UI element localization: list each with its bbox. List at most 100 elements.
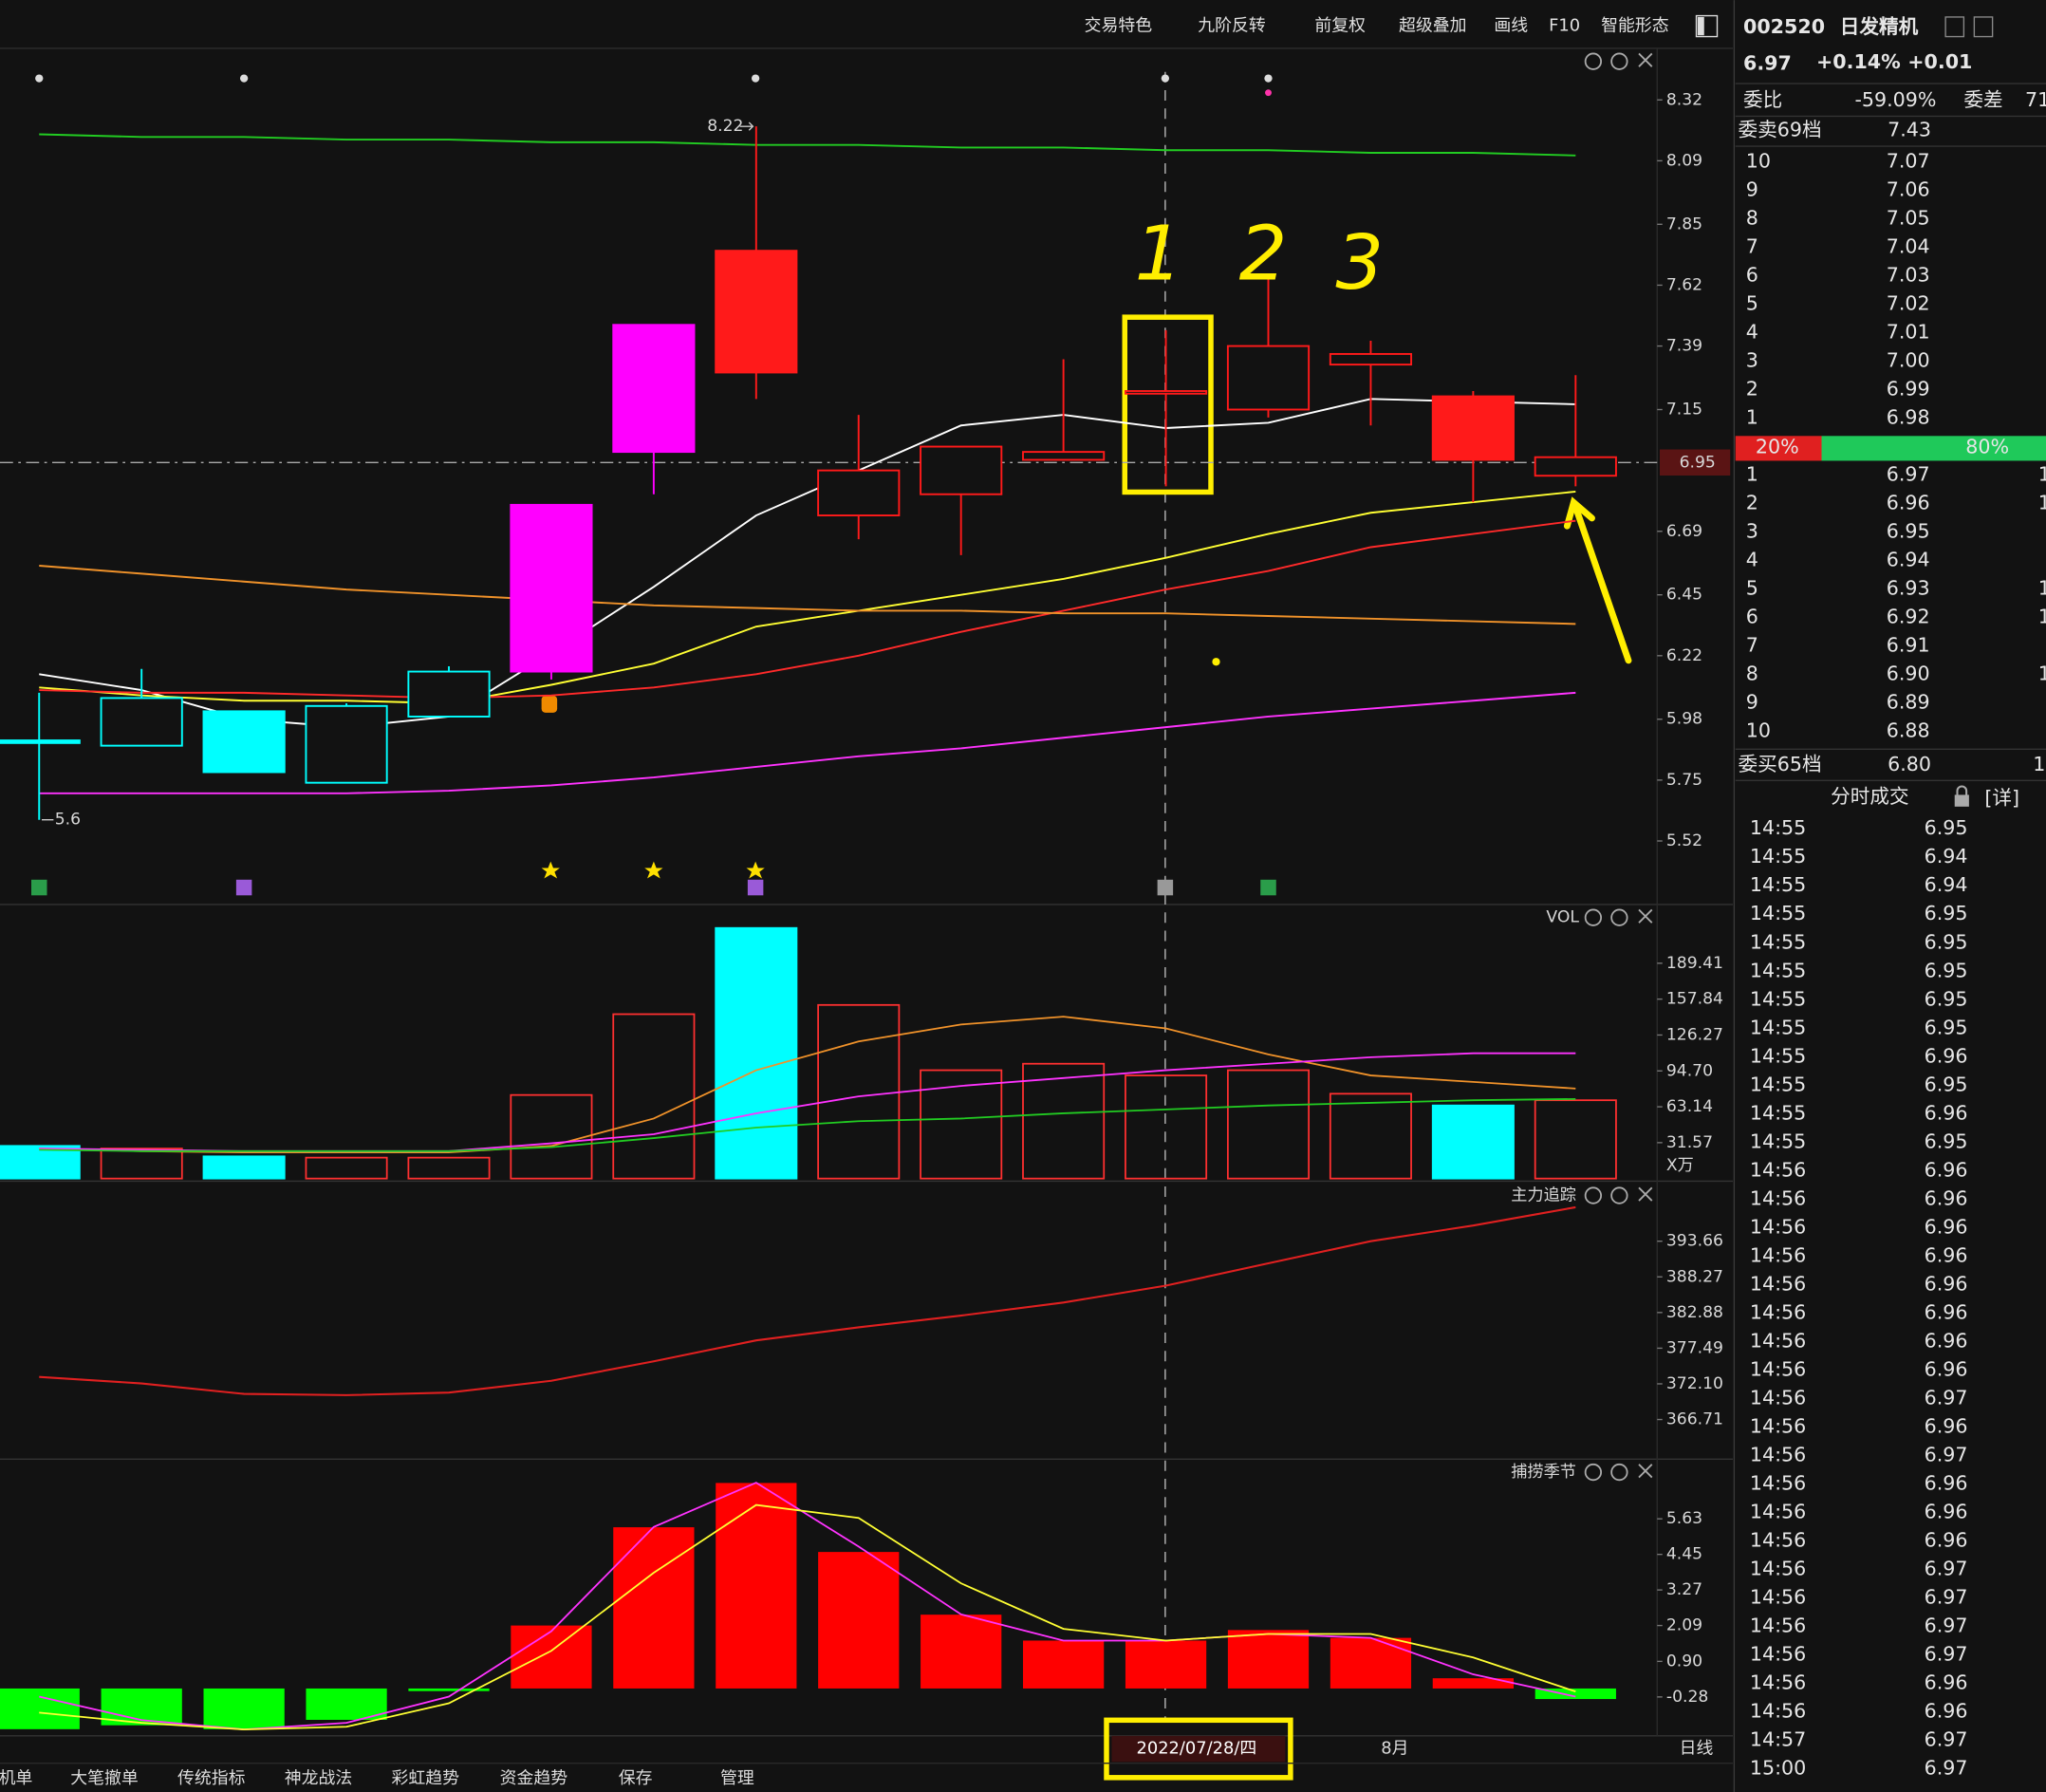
bid-price: 6.90 [1887,662,1930,684]
tab[interactable]: 保存 [619,1768,653,1788]
volume-bar [1226,1069,1311,1180]
panel-controls [1584,52,1653,1482]
volume-bar [510,1093,593,1180]
y-tick-label: 382.88 [1666,1303,1723,1322]
tab[interactable]: 大笔撤单 [70,1768,138,1788]
ask-price: 7.02 [1887,291,1930,314]
bid-volume: 1 [2038,463,2046,486]
hand-annotation: 2 [1239,209,1288,297]
trade-time: 14:55 [1750,930,1806,953]
tab[interactable]: 传统指标 [177,1768,246,1788]
bid-price: 6.92 [1887,605,1930,627]
trade-time: 14:56 [1750,1272,1806,1295]
candle-body [407,670,491,718]
bid-level: 8 [1746,662,1758,684]
y-tick-label: 8.09 [1666,151,1702,170]
trade-time: 14:56 [1750,1158,1806,1181]
ask-total-label: 委卖69档 [1739,119,1822,141]
trade-price: 6.95 [1925,987,1968,1010]
lock-icon[interactable] [1954,794,1969,807]
ask-price: 7.03 [1887,263,1930,286]
season-bar [1227,1630,1310,1689]
y-tick-label: 7.39 [1666,337,1702,356]
highlight-box [1122,314,1214,495]
bid-level: 9 [1746,690,1758,713]
ask-level: 10 [1746,150,1771,173]
hand-annotation: 1 [1135,209,1183,297]
y-tick-label: 0.90 [1666,1652,1702,1671]
bid-price: 6.88 [1887,719,1930,741]
panel-label: 主力追踪 [1511,1186,1576,1205]
tab[interactable]: 神龙战法 [285,1768,352,1788]
season-bar [203,1688,285,1729]
y-tick-label: 7.15 [1666,401,1702,420]
trade-time: 14:55 [1750,1101,1806,1124]
trade-price: 6.96 [1925,1501,1968,1523]
y-tick-label: 5.75 [1666,771,1702,790]
indicator-line [39,1482,1576,1731]
bid-price: 6.91 [1887,633,1930,656]
bid-volume: 1 [2038,492,2046,514]
y-tick-label: 393.66 [1666,1232,1723,1251]
toolbar-item[interactable]: 前复权 [1314,16,1366,36]
trade-time: 14:56 [1750,1501,1806,1523]
trade-price: 6.96 [1925,1243,1968,1266]
y-tick-label: 189.41 [1666,954,1723,973]
candle-body [1226,345,1311,411]
layout-toggle[interactable] [1695,14,1719,38]
last-price-label: 6.95 [1680,453,1716,472]
tab[interactable]: 彩虹趋势 [392,1768,460,1788]
y-tick-label: 6.45 [1666,586,1702,605]
indicator-line [39,398,1576,729]
season-bar [306,1688,387,1720]
trade-price: 6.96 [1925,1700,1968,1723]
volume-bar [100,1148,183,1180]
last-price: 6.97 [1743,51,1792,74]
candle-body [202,710,286,774]
ratio: -59.09% [1854,88,1936,111]
y-tick-label: 7.62 [1666,275,1702,294]
volume-bar [920,1069,1003,1180]
trades-title: 分时成交 [1831,785,1908,808]
buy-ratio-bar [1735,436,1822,461]
bid-level: 4 [1746,548,1758,570]
tab[interactable]: 机单 [0,1768,32,1788]
ask-level: 2 [1746,377,1758,400]
ask-level: 8 [1746,207,1758,230]
tab[interactable]: 资金趋势 [500,1768,568,1788]
ask-level: 9 [1746,178,1758,201]
indicator-line [39,133,1576,157]
toolbar-item[interactable]: 九阶反转 [1198,16,1266,36]
volume-bar [1022,1062,1106,1180]
ask-price: 6.99 [1887,377,1930,400]
high-price-pointer [739,121,754,131]
trade-time: 14:56 [1750,1215,1806,1238]
toolbar-item[interactable]: 智能形态 [1601,16,1669,36]
unit-label: X万 [1666,1156,1694,1175]
toolbar-item[interactable]: 交易特色 [1085,16,1153,36]
toolbar-item[interactable]: 超级叠加 [1399,16,1466,36]
diff-label: 委差 [1963,88,2002,111]
tab[interactable]: 管理 [720,1768,754,1788]
toolbar-item[interactable]: F10 [1549,16,1580,36]
lock-shackle [1956,785,1968,795]
trade-time: 14:55 [1750,873,1806,896]
trade-price: 6.96 [1925,1671,1968,1694]
info-icon[interactable] [1973,16,1994,38]
toolbar-item[interactable]: 画线 [1494,16,1528,36]
y-tick-label: 372.10 [1666,1374,1723,1393]
ask-level: 4 [1746,320,1758,343]
bid-level: 2 [1746,492,1758,514]
layout-toggle-icon [1697,16,1704,36]
trade-price: 6.97 [1925,1444,1968,1466]
y-tick-label: -0.28 [1666,1688,1708,1707]
hand-arrow [1563,496,1632,664]
bid-price: 6.89 [1887,690,1930,713]
period-label[interactable]: 日线 [1680,1739,1714,1759]
dot [1212,658,1220,666]
bid-level: 5 [1746,576,1758,599]
trade-time: 14:55 [1750,1073,1806,1095]
ratio-label: 委比 [1743,88,1782,111]
alert-icon[interactable] [1944,16,1965,38]
